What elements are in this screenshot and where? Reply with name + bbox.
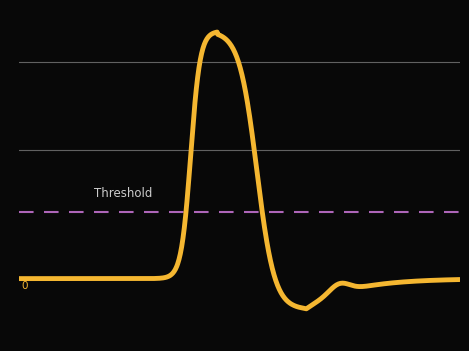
Text: Threshold: Threshold bbox=[94, 187, 152, 200]
Text: 0: 0 bbox=[21, 281, 28, 291]
